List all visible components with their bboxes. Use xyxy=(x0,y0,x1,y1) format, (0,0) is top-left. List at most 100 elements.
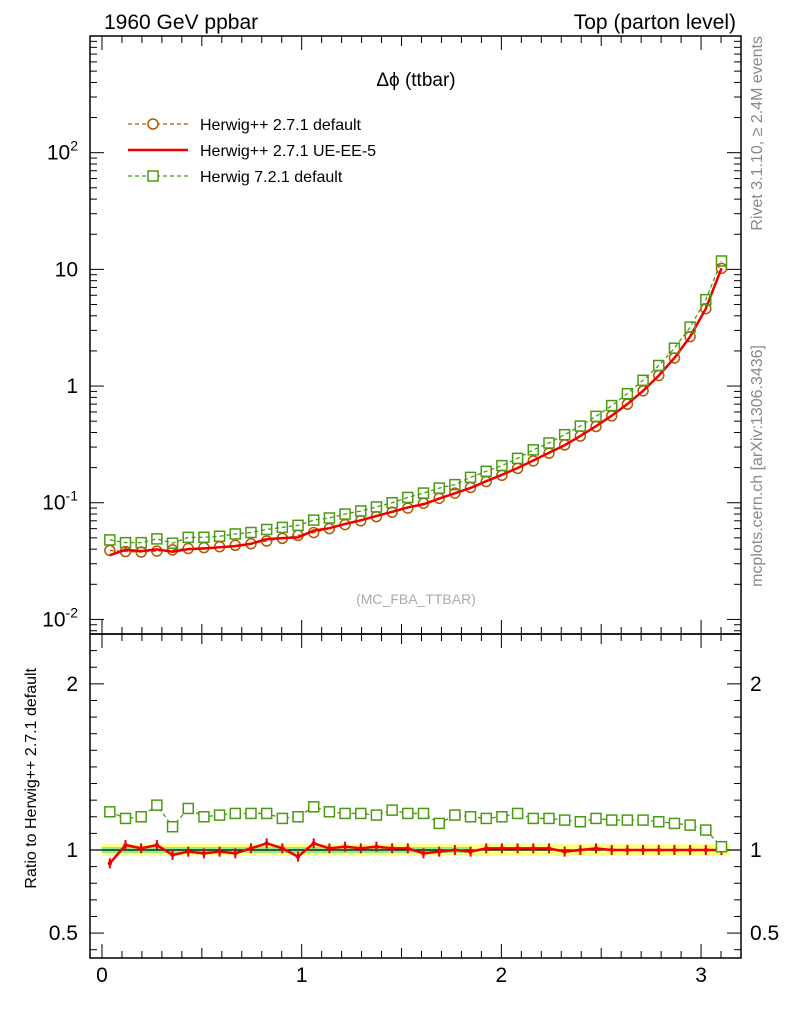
series-point xyxy=(402,491,414,504)
ratio-point xyxy=(668,817,681,830)
series-point xyxy=(527,444,540,456)
main-y-tick-label: 1 xyxy=(66,375,78,398)
series-point xyxy=(715,262,728,275)
ratio-point xyxy=(687,847,693,853)
series-point xyxy=(323,512,336,524)
series-line-2 xyxy=(109,260,723,544)
series-point xyxy=(511,452,524,465)
ratio-point xyxy=(154,842,160,848)
x-tick-labels: 0 1 2 3 xyxy=(96,964,707,987)
ratio-point xyxy=(389,846,395,851)
header-left: 1960 GeV ppbar xyxy=(104,11,258,34)
mcplots-label: mcplots.cern.ch [arXiv:1306.3436] xyxy=(749,345,766,587)
ratio-point xyxy=(355,807,367,820)
series-point xyxy=(151,533,163,545)
series-point xyxy=(260,523,273,536)
series-point xyxy=(355,505,367,517)
ratio-point xyxy=(245,807,257,820)
main-y-tick-label: 10-1 xyxy=(42,488,78,515)
x-tick-label: 2 xyxy=(496,964,508,987)
ratio-point xyxy=(311,841,316,846)
ratio-point xyxy=(374,844,379,849)
ratio-ticks xyxy=(90,633,741,958)
series-point xyxy=(700,302,712,315)
series-point xyxy=(527,455,540,467)
ratio-point xyxy=(327,846,332,851)
ratio-point xyxy=(562,849,567,854)
series-point xyxy=(684,321,696,333)
series-point xyxy=(292,519,304,532)
main-y-tick-label: 10 xyxy=(55,258,78,281)
legend-marker xyxy=(147,118,159,130)
ratio-point xyxy=(213,809,226,821)
ratio-point xyxy=(295,854,301,859)
ratio-point xyxy=(656,847,661,853)
ratio-y-tick-label-right: 2 xyxy=(750,673,762,696)
ratio-point xyxy=(484,846,489,851)
ratio-point xyxy=(292,811,304,823)
ratio-y-tick-label: 1 xyxy=(66,839,78,862)
ratio-point xyxy=(186,849,191,854)
ratio-series xyxy=(104,799,728,869)
x-tick-label: 1 xyxy=(296,964,308,987)
series-point xyxy=(182,531,194,544)
ratio-point xyxy=(640,847,646,853)
series-point xyxy=(417,487,430,499)
main-y-tick-label: 10-2 xyxy=(42,604,78,631)
ratio-point xyxy=(546,846,552,851)
series-point xyxy=(668,342,681,354)
series-point xyxy=(449,478,461,491)
ratio-point xyxy=(138,846,144,851)
ratio-panel: 0.5 0.5 1 1 2 2 0 1 2 3 Ratio to Herwig++ 2.7.1 … xyxy=(23,633,779,987)
series-point xyxy=(213,530,226,543)
ratio-point xyxy=(264,841,269,846)
series-point xyxy=(637,374,649,387)
ratio-point xyxy=(358,846,363,851)
header-right: Top (parton level) xyxy=(574,11,736,34)
x-tick-label: 0 xyxy=(96,964,108,987)
ratio-point xyxy=(170,852,175,858)
watermark: (MC_FBA_TTBAR) xyxy=(356,591,476,607)
rivet-label: Rivet 3.1.10, ≥ 2.4M events xyxy=(749,36,766,231)
main-y-tick-label: 102 xyxy=(47,138,78,165)
series-point xyxy=(370,501,383,513)
series-point xyxy=(574,420,587,432)
series-point xyxy=(653,359,665,372)
series-point xyxy=(464,471,477,484)
ratio-point xyxy=(590,812,602,825)
series-point xyxy=(386,496,398,509)
legend-label: Herwig 7.2.1 default xyxy=(200,169,343,186)
ratio-y-label: Ratio to Herwig++ 2.7.1 default xyxy=(23,667,40,888)
legend-entry: Herwig++ 2.7.1 default xyxy=(128,117,362,134)
ratio-point xyxy=(104,806,116,818)
series-point xyxy=(307,514,320,526)
ratio-point xyxy=(123,842,128,848)
series-point xyxy=(119,536,132,549)
ratio-point xyxy=(405,846,411,851)
ratio-point xyxy=(342,844,348,849)
ratio-point xyxy=(323,806,336,818)
ratio-point xyxy=(703,847,709,853)
series-point xyxy=(700,293,712,306)
ratio-point xyxy=(621,814,634,826)
ratio-point xyxy=(499,846,505,851)
legend-label: Herwig++ 2.7.1 default xyxy=(200,117,362,134)
side-labels: Rivet 3.1.10, ≥ 2.4M events mcplots.cern… xyxy=(749,36,766,587)
ratio-point xyxy=(339,807,351,820)
legend-entry: Herwig++ 2.7.1 UE-EE-5 xyxy=(128,143,376,160)
series-point xyxy=(135,536,147,549)
ratio-point xyxy=(402,807,414,820)
ratio-point xyxy=(625,847,630,853)
ratio-y-tick-labels: 0.5 0.5 1 1 2 2 xyxy=(49,673,779,945)
ratio-point xyxy=(201,851,207,856)
main-series xyxy=(104,255,728,558)
ratio-point xyxy=(107,861,113,866)
series-point xyxy=(245,526,257,539)
ratio-point xyxy=(672,847,677,853)
series-point xyxy=(229,528,242,540)
ratio-point xyxy=(527,812,540,825)
series-point xyxy=(449,487,461,499)
ratio-point xyxy=(449,809,461,821)
ratio-point xyxy=(637,814,649,826)
